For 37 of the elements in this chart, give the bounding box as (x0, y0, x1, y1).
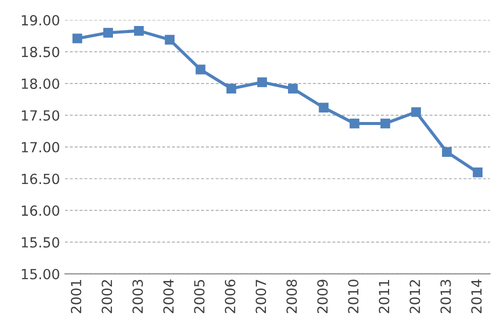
point (411, 107, 421, 117)
y-tick-label: 17.00 (22, 142, 60, 152)
y-tick-label: 17.50 (22, 110, 60, 121)
x-tick-label: 2008 (286, 280, 297, 314)
point (257, 77, 267, 88)
x-tick-label: 2003 (132, 280, 143, 314)
x-tick-label: 2007 (256, 280, 266, 314)
point (226, 84, 236, 94)
point (196, 64, 206, 74)
y-tick-label: 15.50 (22, 237, 60, 248)
y-tick-label: 18.50 (22, 46, 60, 58)
point (318, 102, 329, 112)
y-tick-label: 15.00 (22, 268, 60, 280)
point (72, 34, 82, 44)
point (164, 34, 175, 45)
x-tick-label: 2005 (194, 280, 205, 314)
x-tick-label: 2013 (440, 280, 451, 314)
y-tick-label: 16.00 (22, 205, 60, 216)
x-tick-label: 2004 (163, 280, 174, 314)
point (103, 28, 113, 38)
y-tick-label: 18.00 (22, 78, 60, 89)
point (442, 147, 452, 157)
point (380, 118, 390, 128)
x-tick-label: 2001 (70, 280, 82, 314)
x-tick-label: 2011 (378, 280, 390, 314)
x-tick-label: 2006 (224, 280, 236, 314)
y-tick-label: 16.50 (22, 174, 60, 184)
point (350, 118, 360, 128)
point (288, 84, 298, 94)
x-tick-label: 2010 (348, 280, 359, 314)
x-tick-label: 2002 (102, 280, 112, 314)
point (134, 26, 144, 36)
x-tick-label: 2009 (317, 280, 328, 314)
x-tick-label: 2012 (410, 280, 420, 314)
x-tick-label: 2014 (471, 280, 482, 314)
point (472, 167, 483, 178)
y-tick-label: 19.00 (22, 15, 60, 26)
